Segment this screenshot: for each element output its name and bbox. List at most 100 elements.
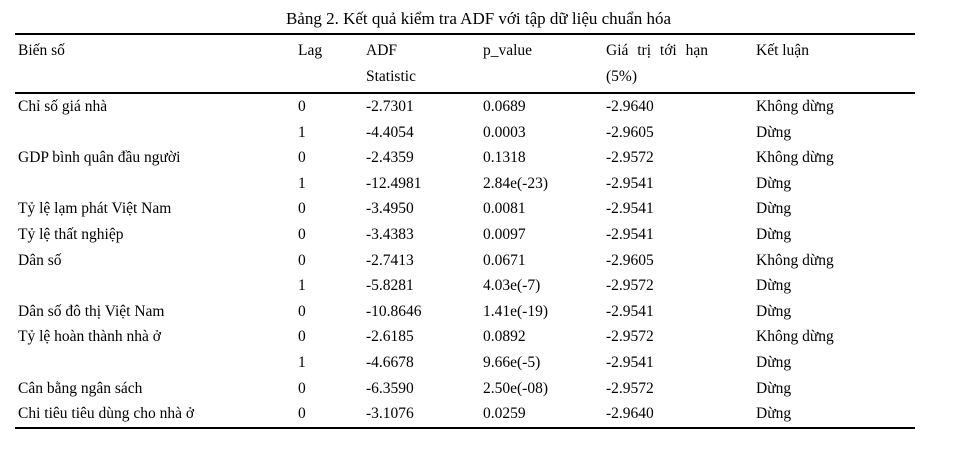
cell-p-value: 0.1318 — [483, 149, 526, 167]
cell-critical-value: -2.9572 — [606, 277, 654, 295]
table-row: Chỉ số giá nhà 0 -2.7301 0.0689 -2.9640 … — [15, 93, 915, 120]
cell-critical-value: -2.9572 — [606, 149, 654, 167]
col-header-conclusion-line2 — [756, 64, 915, 90]
col-header-critical-value-line2: (5%) — [606, 68, 637, 85]
col-header-variable-line1: Biến số — [18, 42, 65, 59]
col-header-p-value-line1: p_value — [483, 42, 533, 59]
adf-results-table: Biến số Lag ADF Statistic p_value Giá tr… — [15, 33, 915, 429]
cell-critical-value: -2.9541 — [606, 225, 654, 243]
col-header-p-value: p_value — [480, 34, 603, 94]
col-header-lag: Lag — [295, 34, 363, 94]
col-header-variable: Biến số — [15, 34, 295, 94]
cell-lag: 0 — [298, 98, 306, 115]
cell-critical-value: -2.9640 — [606, 98, 654, 115]
cell-adf-statistic: -2.7413 — [366, 251, 414, 269]
cell-variable — [15, 120, 295, 146]
col-header-variable-line2 — [18, 64, 295, 90]
cell-variable: GDP bình quân đầu người — [18, 149, 181, 167]
cell-variable: Dân số đô thị Việt Nam — [18, 302, 165, 320]
cell-adf-statistic: -2.6185 — [366, 328, 414, 346]
cell-conclusion: Dừng — [756, 379, 792, 397]
cell-adf-statistic: -3.4950 — [366, 200, 414, 218]
table-header: Biến số Lag ADF Statistic p_value Giá tr… — [15, 34, 915, 94]
table-row: Tỷ lệ lạm phát Việt Nam 0 -3.4950 0.0081… — [15, 196, 915, 222]
cell-lag: 0 — [298, 200, 306, 218]
table-row: 1 -5.8281 4.03e(-7) -2.9572 Dừng — [15, 273, 915, 299]
header-row: Biến số Lag ADF Statistic p_value Giá tr… — [15, 34, 915, 94]
col-header-conclusion-line1: Kết luận — [756, 42, 809, 59]
table-row: Tỷ lệ hoàn thành nhà ở 0 -2.6185 0.0892 … — [15, 324, 915, 350]
cell-adf-statistic: -2.4359 — [366, 149, 414, 167]
cell-variable: Dân số — [18, 251, 62, 269]
cell-conclusion: Dừng — [756, 302, 792, 320]
cell-conclusion: Không dừng — [756, 98, 834, 115]
cell-conclusion: Không dừng — [756, 149, 834, 167]
cell-variable: Tỷ lệ thất nghiệp — [18, 225, 124, 243]
cell-lag: 0 — [298, 328, 306, 346]
cell-conclusion: Dừng — [756, 225, 792, 243]
table-row: Chi tiêu tiêu dùng cho nhà ở 0 -3.1076 0… — [15, 401, 915, 428]
cell-p-value: 0.0671 — [483, 251, 526, 269]
cell-p-value: 0.0892 — [483, 328, 526, 346]
cell-lag: 1 — [298, 277, 306, 295]
table-row: Cân bằng ngân sách 0 -6.3590 2.50e(-08) … — [15, 376, 915, 402]
cell-lag: 0 — [298, 149, 306, 167]
cell-p-value: 0.0097 — [483, 225, 526, 243]
cell-lag: 1 — [298, 123, 306, 141]
cell-conclusion: Dừng — [756, 353, 792, 371]
col-header-critical-value: Giá trị tới hạn (5%) — [603, 34, 753, 94]
table-row: 1 -4.4054 0.0003 -2.9605 Dừng — [15, 120, 915, 146]
cell-variable: Cân bằng ngân sách — [18, 379, 143, 397]
cell-lag: 0 — [298, 225, 306, 243]
col-header-adf-statistic-line2: Statistic — [366, 68, 416, 85]
cell-variable: Chi tiêu tiêu dùng cho nhà ở — [18, 405, 195, 423]
col-header-adf-statistic-line1: ADF — [366, 42, 398, 59]
cell-lag: 1 — [298, 353, 306, 371]
cell-critical-value: -2.9640 — [606, 405, 654, 423]
table-body: Chỉ số giá nhà 0 -2.7301 0.0689 -2.9640 … — [15, 93, 915, 428]
table-row: 1 -4.6678 9.66e(-5) -2.9541 Dừng — [15, 350, 915, 376]
cell-adf-statistic: -5.8281 — [366, 277, 414, 295]
cell-p-value: 0.0259 — [483, 405, 526, 423]
cell-adf-statistic: -4.6678 — [366, 353, 414, 371]
table-row: 1 -12.4981 2.84e(-23) -2.9541 Dừng — [15, 171, 915, 197]
cell-critical-value: -2.9541 — [606, 353, 654, 371]
table-row: Dân số 0 -2.7413 0.0671 -2.9605 Không dừ… — [15, 248, 915, 274]
cell-conclusion: Dừng — [756, 123, 792, 141]
col-header-adf-statistic: ADF Statistic — [363, 34, 480, 94]
cell-adf-statistic: -10.8646 — [366, 302, 422, 320]
table-row: GDP bình quân đầu người 0 -2.4359 0.1318… — [15, 145, 915, 171]
cell-p-value: 2.84e(-23) — [483, 174, 548, 192]
table-row: Dân số đô thị Việt Nam 0 -10.8646 1.41e(… — [15, 299, 915, 325]
col-header-conclusion: Kết luận — [753, 34, 915, 94]
col-header-lag-line1: Lag — [298, 42, 323, 59]
cell-conclusion: Dừng — [756, 277, 792, 295]
cell-conclusion: Dừng — [756, 405, 792, 423]
cell-variable — [15, 350, 295, 376]
cell-adf-statistic: -12.4981 — [366, 174, 422, 192]
cell-critical-value: -2.9572 — [606, 328, 654, 346]
cell-p-value: 2.50e(-08) — [483, 379, 548, 397]
cell-p-value: 4.03e(-7) — [483, 277, 541, 295]
cell-critical-value: -2.9541 — [606, 174, 654, 192]
cell-p-value: 0.0081 — [483, 200, 526, 218]
col-header-p-value-line2 — [483, 64, 603, 90]
cell-lag: 1 — [298, 174, 306, 192]
table-caption: Bảng 2. Kết quả kiểm tra ADF với tập dữ … — [285, 9, 672, 28]
cell-critical-value: -2.9572 — [606, 379, 654, 397]
cell-p-value: 9.66e(-5) — [483, 353, 541, 371]
cell-lag: 0 — [298, 405, 306, 423]
cell-lag: 0 — [298, 302, 306, 320]
col-header-critical-value-line1: Giá trị tới hạn — [606, 42, 708, 59]
cell-adf-statistic: -4.4054 — [366, 123, 414, 141]
cell-variable — [15, 171, 295, 197]
cell-critical-value: -2.9605 — [606, 123, 654, 141]
cell-adf-statistic: -6.3590 — [366, 379, 414, 397]
cell-p-value: 1.41e(-19) — [483, 302, 548, 320]
cell-conclusion: Dừng — [756, 200, 792, 218]
cell-p-value: 0.0689 — [483, 98, 526, 115]
cell-variable — [15, 273, 295, 299]
cell-lag: 0 — [298, 251, 306, 269]
cell-conclusion: Không dừng — [756, 251, 834, 269]
